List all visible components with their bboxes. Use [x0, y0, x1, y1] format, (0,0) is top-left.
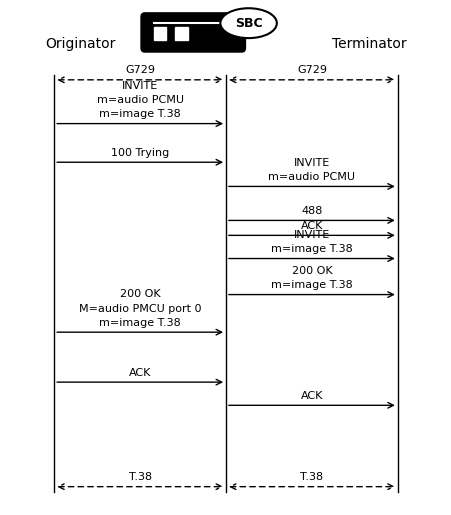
Text: 488: 488 — [300, 207, 322, 216]
Text: SBC: SBC — [234, 16, 262, 30]
Text: INVITE: INVITE — [293, 158, 329, 168]
FancyBboxPatch shape — [141, 13, 245, 52]
Text: m=image T.38: m=image T.38 — [271, 245, 352, 254]
Text: m=audio PCMU: m=audio PCMU — [268, 173, 354, 182]
Text: m=image T.38: m=image T.38 — [99, 110, 180, 119]
Text: G729: G729 — [125, 65, 155, 75]
Text: M=audio PMCU port 0: M=audio PMCU port 0 — [78, 304, 201, 314]
Text: INVITE: INVITE — [293, 230, 329, 240]
Text: Originator: Originator — [45, 37, 115, 51]
Bar — [153, 27, 166, 40]
Text: G729: G729 — [296, 65, 326, 75]
Text: m=audio PCMU: m=audio PCMU — [97, 95, 183, 105]
Text: m=image T.38: m=image T.38 — [99, 318, 180, 328]
Text: 200 OK: 200 OK — [120, 289, 160, 299]
Text: m=image T.38: m=image T.38 — [271, 281, 352, 290]
Text: ACK: ACK — [300, 391, 322, 401]
Text: ACK: ACK — [300, 221, 322, 231]
Bar — [175, 27, 187, 40]
Ellipse shape — [220, 8, 276, 38]
Text: ACK: ACK — [129, 368, 151, 378]
Text: T.38: T.38 — [299, 472, 323, 482]
Text: 100 Trying: 100 Trying — [111, 148, 169, 158]
Text: Terminator: Terminator — [331, 37, 406, 51]
Text: 200 OK: 200 OK — [291, 266, 331, 276]
Text: T.38: T.38 — [128, 472, 152, 482]
Text: INVITE: INVITE — [122, 81, 158, 91]
